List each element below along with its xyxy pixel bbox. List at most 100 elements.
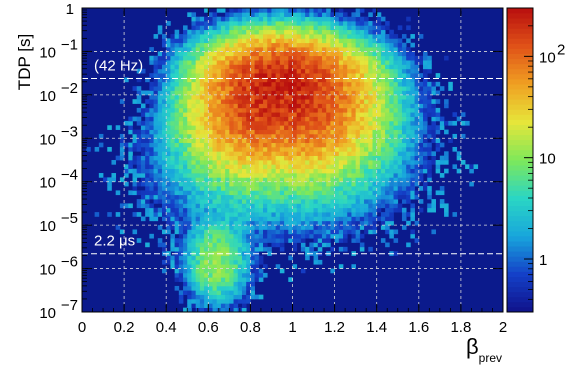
heatmap-cell (288, 186, 293, 191)
heatmap-cell (191, 55, 197, 61)
heatmap-cell (296, 142, 302, 148)
heatmap-cell (246, 294, 251, 300)
heatmap-cell (296, 207, 302, 213)
heatmap-cell (372, 199, 378, 204)
heatmap-cell (359, 77, 365, 83)
heatmap-cell (309, 112, 314, 117)
heatmap-cell (220, 34, 226, 39)
heatmap-cell (279, 203, 285, 209)
heatmap-cell (178, 181, 184, 187)
heatmap-cell (191, 151, 197, 156)
heatmap-cell (321, 16, 327, 22)
heatmap-cell (229, 199, 234, 204)
heatmap-cell (300, 155, 306, 161)
heatmap-cell (313, 173, 319, 178)
heatmap-cell (263, 73, 268, 78)
heatmap-cell (174, 242, 180, 248)
heatmap-cell (212, 229, 218, 235)
heatmap-cell (368, 194, 373, 200)
color-scale-segment (507, 236, 533, 242)
heatmap-cell (250, 60, 255, 65)
heatmap-cell (284, 133, 289, 139)
heatmap-cell (153, 138, 159, 143)
heatmap-cell (178, 212, 184, 217)
heatmap-cell (321, 168, 327, 174)
heatmap-cell (397, 160, 403, 165)
heatmap-cell (195, 116, 201, 122)
heatmap-cell (330, 268, 335, 274)
heatmap-cell (225, 68, 230, 74)
heatmap-cell (275, 60, 281, 65)
heatmap-cell (338, 34, 344, 39)
heatmap-cell (313, 181, 319, 187)
heatmap-cell (140, 103, 146, 109)
heatmap-cell (423, 94, 428, 100)
heatmap-cell (292, 16, 298, 22)
heatmap-cell (309, 207, 314, 213)
heatmap-cell (372, 203, 378, 209)
heatmap-cell (296, 38, 302, 44)
heatmap-cell (208, 86, 213, 91)
heatmap-cell (254, 34, 260, 39)
heatmap-cell (208, 225, 213, 230)
heatmap-cell (254, 12, 260, 18)
heatmap-cell (343, 73, 348, 78)
heatmap-cell (166, 168, 171, 174)
heatmap-cell (136, 77, 142, 83)
heatmap-cell (351, 25, 356, 31)
heatmap-cell (368, 77, 373, 83)
heatmap-cell (174, 120, 180, 126)
heatmap-cell (166, 155, 171, 161)
heatmap-cell (250, 34, 255, 39)
heatmap-cell (267, 99, 272, 104)
heatmap-cell (368, 42, 373, 48)
heatmap-cell (330, 129, 335, 135)
heatmap-cell (241, 112, 247, 117)
heatmap-cell (208, 21, 213, 26)
heatmap-cell (435, 168, 441, 174)
heatmap-cell (237, 190, 243, 196)
heatmap-cell (334, 16, 340, 22)
heatmap-cell (292, 12, 298, 18)
heatmap-cell (170, 94, 175, 100)
heatmap-cell (351, 120, 356, 126)
heatmap-cell (237, 34, 243, 39)
heatmap-cell (140, 203, 146, 209)
heatmap-cell (161, 77, 167, 83)
heatmap-cell (263, 225, 268, 230)
heatmap-cell (385, 129, 390, 135)
color-scale-segment (507, 119, 533, 125)
heatmap-cell (347, 29, 352, 35)
heatmap-cell (271, 21, 277, 26)
heatmap-cell (368, 29, 373, 35)
heatmap-cell (338, 225, 344, 230)
heatmap-cell (208, 212, 213, 217)
heatmap-cell (220, 294, 226, 300)
heatmap-cell (233, 12, 239, 18)
heatmap-cell (271, 238, 277, 243)
heatmap-cell (246, 186, 251, 191)
heatmap-cell (343, 190, 348, 196)
heatmap-cell (246, 90, 251, 96)
heatmap-cell (212, 68, 218, 74)
heatmap-cell (275, 168, 281, 174)
heatmap-cell (229, 42, 234, 48)
heatmap-cell (199, 177, 205, 183)
heatmap-cell (389, 155, 394, 161)
heatmap-cell (220, 160, 226, 165)
heatmap-cell (237, 281, 243, 287)
heatmap-cell (410, 42, 415, 48)
heatmap-cell (237, 181, 243, 187)
heatmap-cell (225, 86, 230, 91)
heatmap-cell (309, 194, 314, 200)
heatmap-cell (170, 259, 175, 265)
heatmap-cell (174, 34, 180, 39)
heatmap-cell (296, 203, 302, 209)
heatmap-cell (385, 146, 390, 152)
heatmap-cell (212, 51, 218, 57)
heatmap-cell (208, 55, 213, 61)
heatmap-cell (183, 268, 188, 274)
heatmap-cell (153, 77, 159, 83)
heatmap-cell (364, 164, 369, 170)
heatmap-cell (246, 86, 251, 91)
